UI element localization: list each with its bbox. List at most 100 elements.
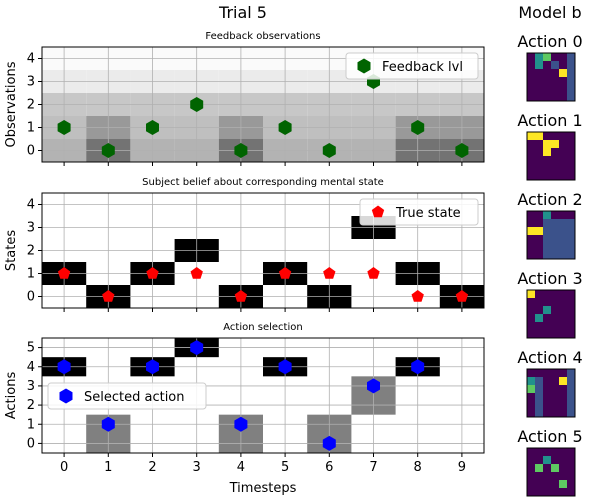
model-matrices: Action 0 Action 1 Action 2 Action 3 Action 4… bbox=[517, 32, 583, 497]
matrix-cell bbox=[543, 369, 551, 377]
matrix-cell bbox=[527, 251, 535, 259]
matrix-cell bbox=[551, 156, 559, 164]
data-point bbox=[101, 416, 115, 432]
matrix-cell bbox=[527, 243, 535, 251]
matrix-cell bbox=[551, 480, 559, 488]
matrix-cell bbox=[559, 330, 567, 338]
matrix-cell bbox=[551, 140, 559, 148]
model-action-label: Action 5 bbox=[517, 427, 582, 446]
matrix-cell bbox=[551, 164, 559, 172]
matrix-cell bbox=[567, 464, 575, 472]
matrix-cell bbox=[527, 322, 535, 330]
matrix-cell bbox=[559, 314, 567, 322]
matrix-cell bbox=[559, 164, 567, 172]
matrix-cell bbox=[535, 164, 543, 172]
matrix-cell bbox=[527, 290, 535, 298]
data-point bbox=[57, 267, 71, 279]
matrix-cell bbox=[543, 235, 551, 243]
matrix-cell bbox=[567, 290, 575, 298]
matrix-cell bbox=[535, 69, 543, 77]
model-action-3: Action 3 bbox=[517, 269, 583, 339]
matrix-cell bbox=[551, 77, 559, 85]
matrix-cell bbox=[559, 290, 567, 298]
matrix-cell bbox=[543, 140, 551, 148]
matrix-cell bbox=[535, 290, 543, 298]
matrix-cell bbox=[543, 172, 551, 180]
matrix-cell bbox=[551, 227, 559, 235]
matrix-cell bbox=[527, 306, 535, 314]
matrix-cell bbox=[551, 69, 559, 77]
matrix-cell bbox=[543, 77, 551, 85]
matrix-cell bbox=[527, 488, 535, 496]
matrix-cell bbox=[527, 93, 535, 101]
matrix-cell bbox=[535, 211, 543, 219]
matrix-cell bbox=[567, 306, 575, 314]
data-point bbox=[190, 340, 204, 356]
matrix-cell bbox=[551, 219, 559, 227]
matrix-cell bbox=[543, 314, 551, 322]
matrix-cell bbox=[567, 322, 575, 330]
matrix-cell bbox=[527, 401, 535, 409]
matrix-cell bbox=[559, 53, 567, 61]
matrix-cell bbox=[535, 140, 543, 148]
matrix-cell bbox=[535, 488, 543, 496]
y-tick-label: 0 bbox=[27, 144, 35, 159]
model-action-1: Action 1 bbox=[517, 111, 583, 181]
matrix-cell bbox=[535, 377, 543, 385]
y-tick-label: 1 bbox=[27, 121, 35, 136]
matrix-cell bbox=[535, 409, 543, 417]
matrix-cell bbox=[559, 464, 567, 472]
legend-marker bbox=[59, 388, 73, 404]
matrix-cell bbox=[535, 53, 543, 61]
matrix-cell bbox=[551, 148, 559, 156]
matrix-cell bbox=[543, 393, 551, 401]
y-tick-label: 2 bbox=[27, 98, 35, 113]
panel-title: Feedback observations bbox=[205, 31, 320, 42]
matrix-cell bbox=[543, 85, 551, 93]
matrix-cell bbox=[527, 219, 535, 227]
model-action-5: Action 5 bbox=[517, 427, 583, 497]
data-point bbox=[411, 359, 425, 375]
matrix-cell bbox=[551, 409, 559, 417]
matrix-cell bbox=[543, 306, 551, 314]
data-point bbox=[322, 435, 336, 451]
matrix-cell bbox=[527, 456, 535, 464]
matrix-cell bbox=[551, 456, 559, 464]
x-axis-label: Timesteps bbox=[229, 481, 297, 496]
matrix-cell bbox=[535, 219, 543, 227]
matrix-cell bbox=[543, 480, 551, 488]
y-tick-label: 2 bbox=[27, 398, 35, 413]
x-tick-label: 7 bbox=[369, 460, 377, 475]
matrix-cell bbox=[559, 472, 567, 480]
matrix-cell bbox=[559, 377, 567, 385]
matrix-cell bbox=[559, 211, 567, 219]
y-tick-label: 4 bbox=[27, 198, 35, 213]
matrix-cell bbox=[527, 448, 535, 456]
matrix-cell bbox=[527, 53, 535, 61]
matrix-cell bbox=[535, 85, 543, 93]
matrix-cell bbox=[527, 235, 535, 243]
matrix-cell bbox=[559, 306, 567, 314]
data-point bbox=[367, 267, 380, 279]
matrix-cell bbox=[559, 401, 567, 409]
data-point bbox=[411, 120, 425, 135]
model-action-label: Action 3 bbox=[517, 269, 582, 288]
matrix-cell bbox=[567, 227, 575, 235]
matrix-cell bbox=[567, 77, 575, 85]
matrix-cell bbox=[567, 69, 575, 77]
matrix-cell bbox=[527, 385, 535, 393]
matrix-cell bbox=[543, 251, 551, 259]
y-tick-label: 0 bbox=[27, 436, 35, 451]
matrix-frame bbox=[526, 289, 576, 339]
matrix-cell bbox=[567, 409, 575, 417]
matrix-cell bbox=[551, 290, 559, 298]
matrix-cell bbox=[559, 219, 567, 227]
x-tick-label: 1 bbox=[104, 460, 112, 475]
matrix-cell bbox=[527, 393, 535, 401]
model-title: Model b bbox=[518, 3, 581, 22]
data-point bbox=[190, 97, 204, 112]
matrix-cell bbox=[535, 243, 543, 251]
data-point bbox=[323, 267, 336, 279]
matrix-cell bbox=[543, 290, 551, 298]
matrix-cell bbox=[543, 93, 551, 101]
